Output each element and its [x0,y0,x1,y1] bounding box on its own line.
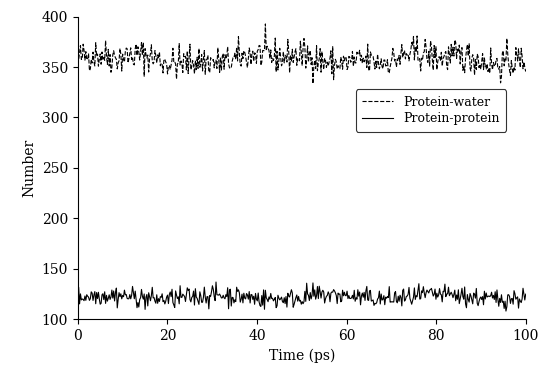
X-axis label: Time (ps): Time (ps) [268,349,335,363]
Protein-water [318,49,325,54]
Protein-water [291,55,298,59]
Protein-protein [443,294,449,299]
Protein-protein [318,296,324,300]
Protein-water [343,56,349,60]
Line: Protein-water: Protein-water [78,24,526,84]
Protein-water [443,64,450,68]
Protein-protein [74,290,81,295]
Protein-protein [503,309,509,313]
Protein-water [513,52,520,56]
Protein-protein [213,280,219,284]
Protein-water [262,22,269,26]
Protein-protein [288,288,295,292]
Protein-protein [342,293,349,298]
Legend: Protein-water, Protein-protein: Protein-water, Protein-protein [356,89,506,132]
Protein-water [74,53,81,57]
Protein-water [310,82,316,86]
Protein-water [288,59,295,64]
Line: Protein-protein: Protein-protein [78,282,526,311]
Y-axis label: Number: Number [22,139,36,197]
Protein-protein [513,295,520,300]
Protein-protein [291,302,298,307]
Protein-water [522,69,529,74]
Protein-protein [522,292,529,296]
